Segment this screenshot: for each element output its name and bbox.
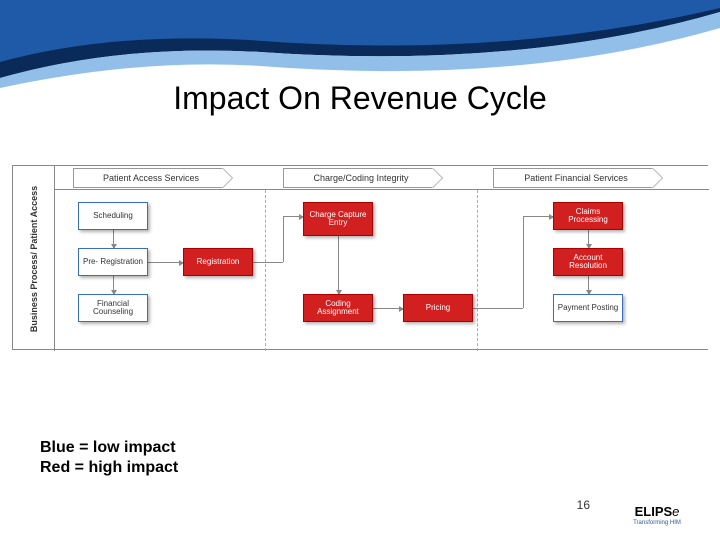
legend-low: Blue = low impact (40, 438, 178, 458)
section-header-row: Patient Access Services Charge/Coding In… (55, 166, 709, 190)
section-patient-access: Patient Access Services (73, 168, 223, 188)
arrow-down (588, 276, 589, 294)
arrow-down (113, 276, 114, 294)
box-claims-processing: Claims Processing (553, 202, 623, 230)
box-financial-counseling: Financial Counseling (78, 294, 148, 322)
footer-logo: ELIPSe Transforming HIM (612, 504, 702, 526)
box-preregistration: Pre- Registration (78, 248, 148, 276)
revenue-cycle-diagram: Business Process/ Patient Access Patient… (12, 165, 708, 350)
connector (283, 216, 284, 262)
y-axis-label: Business Process/ Patient Access (29, 185, 39, 331)
legend-high: Red = high impact (40, 458, 178, 478)
header-swoosh (0, 0, 720, 90)
arrow-down (338, 230, 339, 294)
page-title: Impact On Revenue Cycle (0, 80, 720, 117)
y-axis-cell: Business Process/ Patient Access (13, 166, 55, 351)
section-charge-coding: Charge/Coding Integrity (283, 168, 433, 188)
box-pricing: Pricing (403, 294, 473, 322)
connector (253, 262, 283, 263)
connector (473, 308, 523, 309)
section-divider-1 (265, 190, 266, 351)
page-number: 16 (577, 498, 590, 512)
box-charge-capture: Charge Capture Entry (303, 202, 373, 236)
arrow-right (373, 308, 403, 309)
arrow-right (148, 262, 183, 263)
logo-tagline: Transforming HIM (612, 520, 702, 526)
arrow-down (113, 230, 114, 248)
box-payment-posting: Payment Posting (553, 294, 623, 322)
box-registration: Registration (183, 248, 253, 276)
arrow-right (523, 216, 553, 217)
box-coding-assignment: Coding Assignment (303, 294, 373, 322)
logo-text: ELIPSe (612, 504, 702, 519)
legend: Blue = low impact Red = high impact (40, 438, 178, 478)
box-account-resolution: Account Resolution (553, 248, 623, 276)
section-divider-2 (477, 190, 478, 351)
connector (523, 216, 524, 308)
arrow-down (588, 230, 589, 248)
arrow-right (283, 216, 303, 217)
box-scheduling: Scheduling (78, 202, 148, 230)
section-patient-financial: Patient Financial Services (493, 168, 653, 188)
